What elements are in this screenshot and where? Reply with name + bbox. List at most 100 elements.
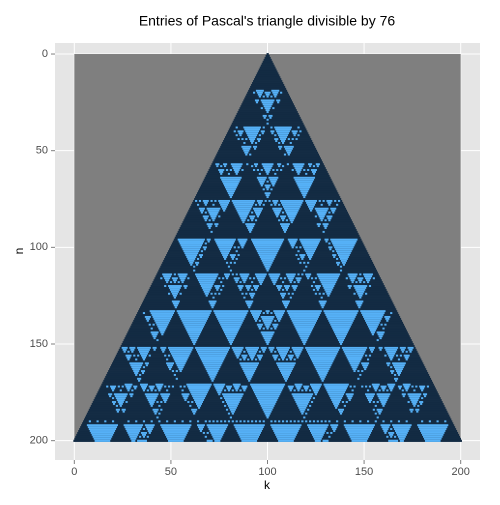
divisible-run (229, 408, 236, 412)
divisible-run (222, 277, 225, 280)
divisible-run (122, 348, 127, 352)
divisible-run (394, 435, 397, 439)
divisible-run (363, 281, 366, 284)
divisible-run (274, 431, 298, 435)
divisible-run (109, 395, 112, 398)
divisible-run (295, 327, 314, 330)
divisible-run (239, 215, 248, 218)
divisible-run (272, 184, 275, 187)
divisible-run (257, 399, 278, 402)
divisible-run (249, 354, 256, 357)
row (191, 203, 345, 207)
divisible-run (243, 141, 246, 145)
divisible-run (401, 393, 406, 396)
divisible-run (198, 354, 227, 357)
divisible-run (251, 219, 254, 222)
divisible-run (231, 389, 234, 392)
divisible-run (256, 323, 263, 326)
divisible-run (137, 354, 140, 357)
divisible-run (400, 348, 405, 352)
divisible-run (316, 211, 327, 214)
divisible-run (196, 263, 199, 267)
divisible-run (265, 170, 270, 174)
divisible-run (390, 312, 393, 315)
divisible-run (165, 279, 170, 282)
divisible-run (231, 165, 242, 168)
divisible-run (356, 302, 363, 305)
divisible-run (172, 356, 189, 359)
divisible-run (274, 358, 277, 361)
divisible-run (298, 333, 311, 336)
divisible-run (264, 91, 271, 94)
divisible-run (381, 402, 386, 406)
divisible-run (306, 252, 315, 255)
divisible-run (127, 389, 130, 392)
divisible-run (384, 323, 387, 326)
divisible-run (160, 331, 165, 334)
divisible-run (303, 169, 306, 172)
divisible-run (369, 329, 376, 332)
divisible-run (282, 375, 289, 379)
row (217, 151, 319, 154)
divisible-run (323, 225, 328, 228)
row (263, 58, 272, 62)
divisible-run (303, 416, 306, 419)
divisible-run (391, 372, 394, 375)
divisible-run (208, 219, 211, 222)
divisible-run (340, 259, 347, 263)
divisible-run (293, 358, 296, 361)
divisible-run (155, 383, 164, 386)
divisible-run (253, 242, 283, 245)
divisible-run (328, 319, 354, 323)
divisible-run (115, 408, 120, 412)
divisible-run (251, 165, 254, 168)
divisible-run (303, 246, 317, 249)
divisible-run (259, 283, 262, 286)
divisible-run (231, 257, 234, 261)
divisible-run (283, 207, 300, 210)
divisible-run (252, 387, 284, 390)
divisible-run (378, 412, 381, 415)
divisible-run (158, 327, 167, 330)
divisible-run (284, 306, 288, 309)
divisible-run (186, 329, 203, 332)
divisible-run (357, 377, 360, 381)
divisible-run (245, 223, 256, 226)
divisible-run (212, 219, 215, 222)
divisible-run (250, 356, 255, 359)
divisible-run (347, 431, 372, 435)
divisible-run (197, 426, 204, 429)
divisible-run (145, 426, 154, 429)
divisible-run (310, 430, 326, 433)
divisible-run (263, 263, 272, 267)
row (83, 418, 452, 421)
divisible-run (236, 356, 239, 359)
divisible-run (270, 95, 273, 98)
divisible-run (254, 219, 258, 222)
divisible-run (192, 395, 206, 398)
divisible-run (296, 329, 313, 332)
row (117, 350, 418, 354)
divisible-run (130, 395, 133, 398)
divisible-run (122, 410, 125, 413)
divisible-run (283, 230, 287, 234)
divisible-run (241, 277, 248, 280)
divisible-run (314, 366, 331, 369)
divisible-run (156, 323, 169, 326)
row (224, 138, 312, 141)
divisible-run (351, 281, 354, 284)
divisible-run (316, 288, 319, 292)
divisible-run (359, 273, 362, 276)
divisible-run (275, 128, 291, 131)
divisible-run (269, 348, 274, 352)
row (176, 232, 359, 236)
divisible-run (133, 354, 136, 357)
divisible-run (215, 225, 218, 228)
divisible-run (125, 428, 142, 431)
divisible-run (278, 165, 281, 168)
divisible-run (214, 223, 219, 226)
divisible-run (338, 341, 344, 344)
divisible-run (286, 310, 322, 313)
divisible-run (408, 348, 413, 352)
divisible-run (224, 404, 227, 408)
